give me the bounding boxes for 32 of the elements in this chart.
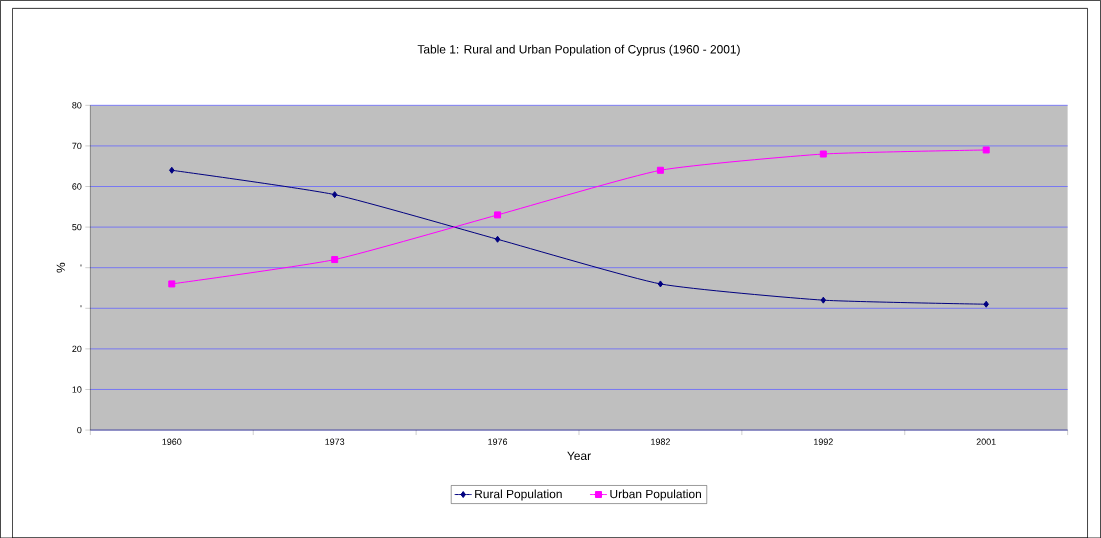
point: [331, 255, 339, 263]
x-tick-label: 1960: [162, 438, 182, 445]
point: [983, 300, 989, 308]
y-tick-label: 10: [72, 386, 82, 393]
y-tick-label: ': [80, 305, 82, 307]
point: [657, 280, 664, 288]
legend-label: Rural Population: [475, 489, 562, 501]
point: [820, 296, 827, 304]
y-tick-label: 80: [72, 101, 82, 109]
y-axis-title: %: [56, 262, 66, 273]
y-tick-label: 20: [72, 345, 82, 352]
x-tick-label: 1976: [488, 438, 508, 445]
point: [169, 166, 175, 174]
point: [494, 235, 501, 243]
point: [168, 280, 176, 288]
x-tick-label: 1973: [325, 438, 345, 445]
y-tick-label: 0: [77, 426, 82, 434]
y-tick-label: 60: [72, 183, 82, 190]
point: [982, 146, 990, 154]
y-tick-label: 70: [72, 142, 82, 149]
x-tick-label: 2001: [976, 438, 996, 445]
y-tick-label: ': [80, 264, 82, 267]
y-tick-label: 50: [72, 223, 82, 231]
chart-title: Table 1: Rural and Urban Population of Cyprus (1960 - 2001): [417, 44, 740, 56]
legend-label: Urban Population: [610, 489, 701, 501]
x-tick-label: 1992: [814, 438, 833, 445]
point: [331, 190, 338, 198]
point: [819, 150, 827, 158]
x-axis-title: Year: [567, 451, 591, 460]
x-tick-label: 1982: [651, 438, 670, 445]
point: [656, 166, 664, 174]
point: [494, 211, 502, 219]
